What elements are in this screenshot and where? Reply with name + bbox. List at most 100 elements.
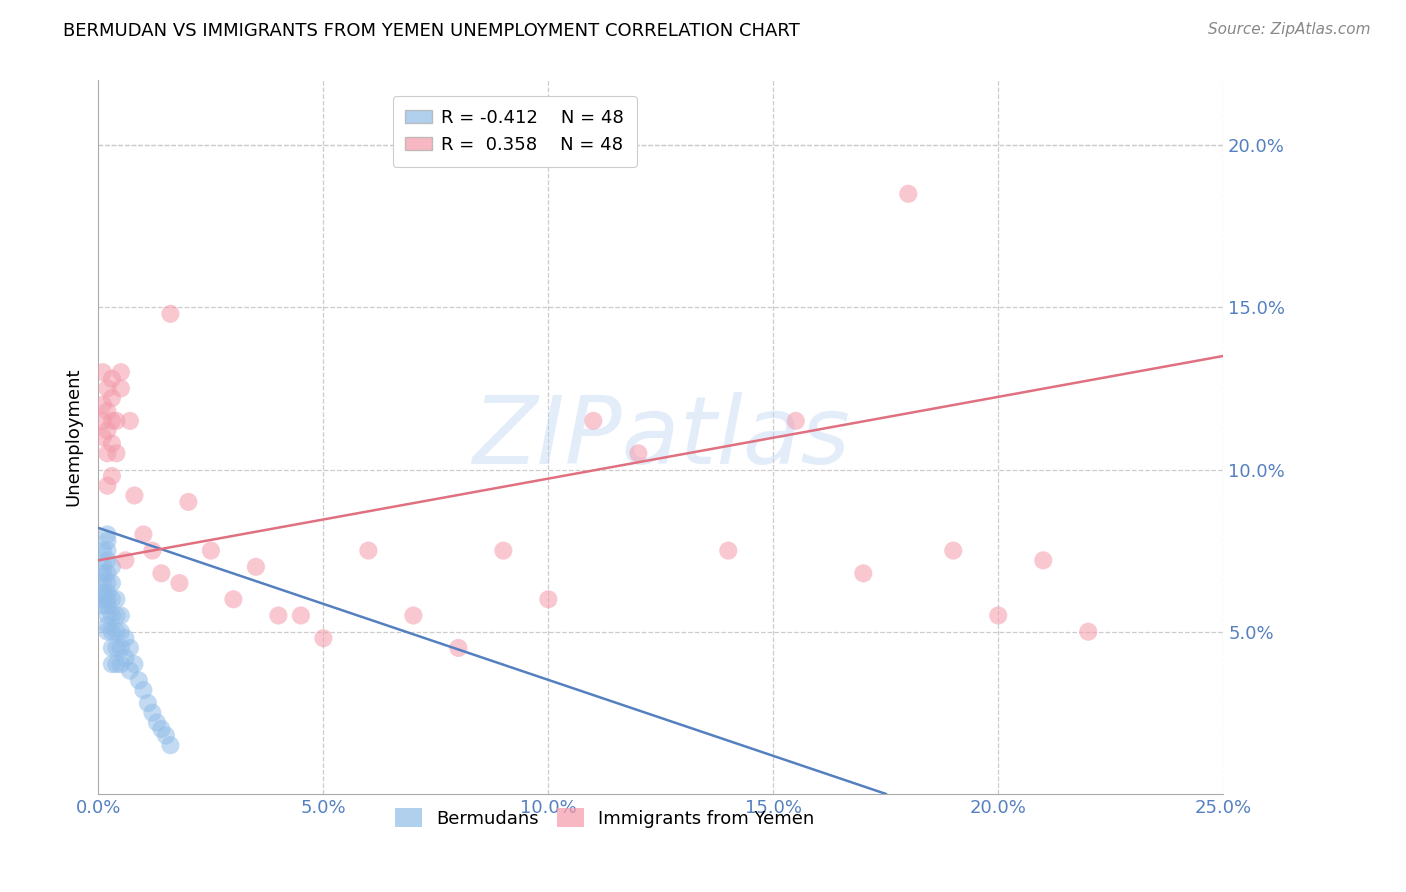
Point: [96, 592, 118, 607]
Point: [897, 186, 920, 201]
Point: [118, 640, 141, 655]
Point: [91, 414, 114, 428]
Point: [114, 631, 136, 645]
Text: BERMUDAN VS IMMIGRANTS FROM YEMEN UNEMPLOYMENT CORRELATION CHART: BERMUDAN VS IMMIGRANTS FROM YEMEN UNEMPL…: [63, 22, 800, 40]
Point: [222, 592, 245, 607]
Point: [101, 391, 124, 405]
Point: [169, 576, 191, 591]
Point: [110, 624, 132, 639]
Point: [91, 398, 114, 412]
Point: [402, 608, 425, 623]
Point: [1032, 553, 1054, 567]
Point: [155, 729, 177, 743]
Point: [447, 640, 470, 655]
Point: [91, 586, 114, 600]
Point: [101, 559, 124, 574]
Point: [290, 608, 312, 623]
Point: [105, 640, 128, 655]
Point: [101, 657, 124, 672]
Point: [91, 576, 114, 591]
Point: [492, 543, 515, 558]
Point: [96, 446, 118, 460]
Point: [91, 543, 114, 558]
Point: [91, 430, 114, 444]
Point: [96, 404, 118, 418]
Point: [150, 722, 173, 736]
Point: [357, 543, 380, 558]
Point: [101, 469, 124, 483]
Point: [105, 608, 128, 623]
Point: [96, 381, 118, 395]
Point: [942, 543, 965, 558]
Point: [312, 631, 335, 645]
Point: [245, 559, 267, 574]
Point: [987, 608, 1010, 623]
Point: [537, 592, 560, 607]
Point: [101, 592, 124, 607]
Point: [114, 553, 136, 567]
Point: [159, 738, 181, 752]
Point: [105, 624, 128, 639]
Point: [105, 592, 128, 607]
Point: [101, 608, 124, 623]
Point: [96, 624, 118, 639]
Point: [91, 559, 114, 574]
Point: [110, 657, 132, 672]
Point: [96, 618, 118, 632]
Point: [852, 566, 875, 581]
Text: ZIPatlas: ZIPatlas: [472, 392, 849, 483]
Point: [118, 414, 141, 428]
Point: [91, 365, 114, 379]
Point: [110, 381, 132, 395]
Point: [110, 365, 132, 379]
Point: [200, 543, 222, 558]
Point: [1077, 624, 1099, 639]
Point: [91, 566, 114, 581]
Point: [91, 599, 114, 613]
Point: [96, 566, 118, 581]
Y-axis label: Unemployment: Unemployment: [65, 368, 83, 507]
Point: [132, 683, 155, 698]
Point: [110, 640, 132, 655]
Point: [96, 576, 118, 591]
Point: [101, 624, 124, 639]
Point: [717, 543, 740, 558]
Point: [146, 715, 169, 730]
Text: Source: ZipAtlas.com: Source: ZipAtlas.com: [1208, 22, 1371, 37]
Point: [96, 533, 118, 548]
Point: [627, 446, 650, 460]
Point: [267, 608, 290, 623]
Point: [96, 479, 118, 493]
Point: [96, 599, 118, 613]
Point: [110, 608, 132, 623]
Point: [118, 664, 141, 678]
Point: [105, 414, 128, 428]
Point: [96, 543, 118, 558]
Point: [582, 414, 605, 428]
Point: [96, 586, 118, 600]
Point: [159, 307, 181, 321]
Point: [105, 657, 128, 672]
Point: [96, 424, 118, 438]
Point: [124, 657, 146, 672]
Point: [105, 446, 128, 460]
Point: [136, 696, 159, 710]
Point: [141, 543, 163, 558]
Point: [101, 640, 124, 655]
Point: [114, 650, 136, 665]
Point: [177, 495, 200, 509]
Point: [128, 673, 150, 688]
Point: [101, 414, 124, 428]
Point: [101, 436, 124, 450]
Point: [101, 372, 124, 386]
Point: [141, 706, 163, 720]
Point: [96, 553, 118, 567]
Point: [96, 608, 118, 623]
Legend: Bermudans, Immigrants from Yemen: Bermudans, Immigrants from Yemen: [388, 801, 821, 835]
Point: [96, 527, 118, 541]
Point: [150, 566, 173, 581]
Point: [124, 488, 146, 502]
Point: [91, 592, 114, 607]
Point: [785, 414, 807, 428]
Point: [132, 527, 155, 541]
